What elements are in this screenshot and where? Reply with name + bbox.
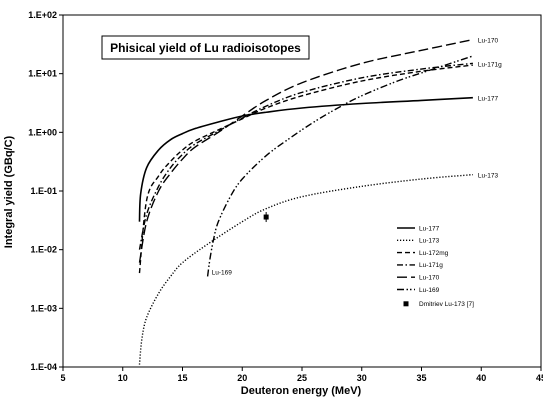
legend-label-dmitriev: Dmitriev Lu-173 [7] — [419, 301, 474, 308]
series-line-lu-172mg — [138, 64, 473, 274]
legend-label-lu-169: Lu-169 — [419, 287, 440, 294]
legend-label-lu-170: Lu-170 — [419, 275, 440, 282]
series-line-lu-169 — [206, 55, 474, 277]
axis-ticks: 5 10 15 20 25 30 35 40 45 1.E-04 1.E-03 1.E-02 1.E-0… — [28, 10, 543, 383]
curve-label-lu-173: Lu-173 — [478, 173, 499, 180]
legend: Lu-177 Lu-173 Lu-172mg Lu-171g Lu-170 Lu-169 D… — [397, 225, 474, 308]
y-tick-label: 1.E-02 — [30, 245, 57, 255]
y-axis-title: Integral yield (GBq/C) — [3, 135, 15, 248]
x-tick-label: 20 — [237, 373, 247, 383]
x-axis-title: Deuteron energy (MeV) — [241, 385, 362, 397]
curve-label-lu-169: Lu-169 — [212, 269, 233, 276]
plot-area-border — [62, 14, 542, 368]
y-tick-label: 1.E+02 — [28, 10, 57, 20]
x-tick-label: 45 — [536, 373, 543, 383]
x-tick-label: 30 — [357, 373, 367, 383]
y-tick-label: 1.E+01 — [28, 69, 57, 79]
series-line-lu-171g — [138, 62, 473, 250]
curve-label-lu-171g: Lu-171g — [478, 61, 502, 68]
x-tick-label: 10 — [118, 373, 128, 383]
data-curves — [138, 38, 474, 365]
chart-title: Phisical yield of Lu radioisotopes — [110, 41, 301, 55]
y-tick-label: 1.E-01 — [30, 186, 57, 196]
series-line-lu-177 — [138, 96, 473, 222]
y-tick-label: 1.E+00 — [28, 127, 57, 137]
plot-frame — [62, 14, 542, 368]
series-line-lu-173 — [138, 173, 473, 365]
curve-label-lu-177: Lu-177 — [478, 96, 499, 103]
series-line-lu-170 — [138, 38, 474, 263]
y-tick-label: 1.E-03 — [30, 303, 57, 313]
x-tick-label: 40 — [476, 373, 486, 383]
y-tick-label: 1.E-04 — [30, 362, 57, 372]
legend-label-lu-171g: Lu-171g — [419, 262, 443, 269]
legend-label-lu-173: Lu-173 — [419, 238, 440, 245]
title-box — [101, 35, 310, 60]
x-tick-label: 15 — [177, 373, 187, 383]
x-tick-label: 5 — [60, 373, 65, 383]
chart-title-group: Phisical yield of Lu radioisotopes — [101, 35, 310, 60]
curve-label-lu-170: Lu-170 — [478, 38, 499, 45]
x-tick-label: 35 — [416, 373, 426, 383]
data-point-dmitriev — [263, 214, 269, 220]
legend-label-lu-172mg: Lu-172mg — [419, 250, 449, 257]
legend-label-lu-177: Lu-177 — [419, 225, 440, 232]
curve-end-labels: Lu-177 Lu-173 Lu-171g Lu-170 Lu-169 — [212, 38, 503, 277]
legend-swatch-dmitriev — [403, 301, 409, 307]
x-tick-label: 25 — [297, 373, 307, 383]
